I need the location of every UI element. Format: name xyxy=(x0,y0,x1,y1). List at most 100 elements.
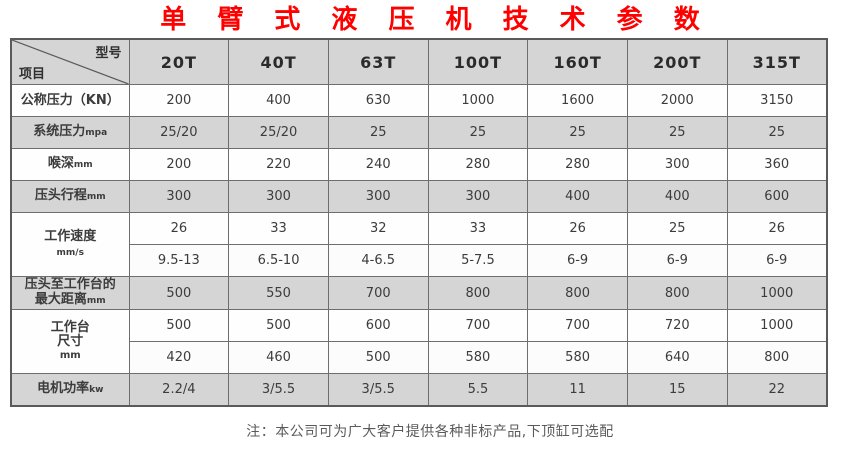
spec-table-container: 型号 项目 20T 40T 63T 100T 160T 200T 315T 公称… xyxy=(10,38,828,407)
row-label-table-size: 工作台 尺寸 mm xyxy=(10,309,130,374)
cell-value: 15 xyxy=(626,373,728,407)
cell-value: 25 xyxy=(527,116,628,149)
cell-value: 9.5-13 xyxy=(128,244,230,277)
cell-value: 200 xyxy=(128,148,230,181)
header-model-40t: 40T xyxy=(228,38,329,85)
table-row: 工作速度 mm/s 26 33 32 33 26 25 26 xyxy=(10,212,828,277)
cell-value: 5.5 xyxy=(427,373,529,407)
cell-value: 400 xyxy=(626,180,728,213)
cell-value: 700 xyxy=(327,276,429,310)
row-label-text: 压头行程 xyxy=(34,188,87,203)
header-model-20t: 20T xyxy=(128,38,230,85)
cell-value: 1000 xyxy=(726,276,828,310)
cell-value: 32 xyxy=(327,212,429,245)
cell-value: 3150 xyxy=(726,84,828,117)
row-label-unit: mm/s xyxy=(56,247,84,258)
cell-value: 3/5.5 xyxy=(228,373,329,407)
row-label-text: 公称压力（KN） xyxy=(20,93,120,108)
row-label-unit: mpa xyxy=(85,128,108,138)
cell-value: 280 xyxy=(527,148,628,181)
cell-value: 22 xyxy=(726,373,828,407)
cell-value: 3/5.5 xyxy=(327,373,429,407)
cell-value: 600 xyxy=(726,180,828,213)
row-label-text-line2: 尺寸 xyxy=(57,333,84,349)
cell-value: 26 xyxy=(128,212,230,245)
cell-value: 25 xyxy=(626,212,728,245)
header-model-63t: 63T xyxy=(327,38,429,85)
cell-value: 500 xyxy=(327,341,429,374)
cell-value: 33 xyxy=(427,212,529,245)
cell-value: 500 xyxy=(128,276,230,310)
table-row: 公称压力（KN） 200 400 630 1000 1600 2000 3150 xyxy=(10,84,828,117)
table-row: 电机功率kw 2.2/4 3/5.5 3/5.5 5.5 11 15 22 xyxy=(10,373,828,407)
table-row: 喉深mm 200 220 240 280 280 300 360 xyxy=(10,148,828,181)
diagonal-divider-icon xyxy=(12,40,128,84)
cell-value: 6-9 xyxy=(527,244,628,277)
cell-value: 400 xyxy=(527,180,628,213)
cell-value: 700 xyxy=(527,309,628,342)
row-label-text: 系统压力 xyxy=(33,124,86,139)
header-model-200t: 200T xyxy=(626,38,728,85)
table-row: 工作台 尺寸 mm 左右 500 500 600 700 700 720 100… xyxy=(10,309,828,374)
cell-value: 25 xyxy=(726,116,828,149)
cell-value: 25/20 xyxy=(228,116,329,149)
cell-value: 720 xyxy=(626,309,728,342)
cell-value: 1600 xyxy=(527,84,628,117)
cell-value: 800 xyxy=(527,276,628,310)
row-label-max-distance-ram-to-table: 压头至工作台的 最大距离mm xyxy=(10,276,130,310)
table-row: 系统压力mpa 25/20 25/20 25 25 25 25 25 xyxy=(10,116,828,149)
cell-value: 600 xyxy=(327,309,429,342)
cell-value: 25/20 xyxy=(128,116,230,149)
cell-value: 280 xyxy=(427,148,529,181)
row-label-system-pressure: 系统压力mpa xyxy=(10,116,130,149)
cell-value: 1000 xyxy=(427,84,529,117)
cell-value: 300 xyxy=(427,180,529,213)
table-row: 压头行程mm 300 300 300 300 400 400 600 xyxy=(10,180,828,213)
cell-value: 800 xyxy=(427,276,529,310)
row-label-motor-power: 电机功率kw xyxy=(10,373,130,407)
table-row: 9.5-13 6.5-10 4-6.5 5-7.5 6-9 6-9 6-9 xyxy=(11,244,828,277)
cell-value: 550 xyxy=(228,276,329,310)
row-label-text: 工作速度 xyxy=(44,228,97,244)
row-label-throat-depth: 喉深mm xyxy=(10,148,130,181)
cell-value: 6.5-10 xyxy=(228,244,329,277)
cell-value: 300 xyxy=(327,180,429,213)
cell-value: 26 xyxy=(527,212,628,245)
cell-value: 11 xyxy=(527,373,628,407)
table-row: 前后 420 460 500 580 580 640 800 xyxy=(11,341,828,374)
cell-value: 4-6.5 xyxy=(327,244,429,277)
cell-value: 33 xyxy=(228,212,329,245)
page-title: 单 臂 式 液 压 机 技 术 参 数 xyxy=(160,5,711,35)
cell-value: 220 xyxy=(228,148,329,181)
cell-value: 200 xyxy=(128,84,230,117)
row-label-text-line1: 压头至工作台的 xyxy=(24,277,116,293)
cell-value: 5-7.5 xyxy=(427,244,529,277)
header-model-label: 型号 xyxy=(95,46,122,61)
footer-note: 注：本公司可为广大客户提供各种非标产品,下顶缸可选配 xyxy=(246,424,614,440)
cell-value: 360 xyxy=(726,148,828,181)
header-model-315t: 315T xyxy=(726,38,828,85)
cell-value: 580 xyxy=(527,341,628,374)
row-label-working-speed: 工作速度 mm/s xyxy=(10,212,130,277)
row-label-rated-pressure: 公称压力（KN） xyxy=(10,84,130,117)
cell-value: 630 xyxy=(327,84,429,117)
row-label-unit: mm xyxy=(59,349,81,361)
row-label-unit: kw xyxy=(89,385,104,395)
cell-value: 300 xyxy=(228,180,329,213)
cell-value: 580 xyxy=(427,341,529,374)
cell-value: 26 xyxy=(726,212,828,245)
row-label-text: 电机功率 xyxy=(37,381,90,396)
cell-value: 500 xyxy=(228,309,329,342)
cell-value: 640 xyxy=(626,341,728,374)
cell-value: 1000 xyxy=(726,309,828,342)
cell-value: 460 xyxy=(228,341,329,374)
cell-value: 2.2/4 xyxy=(128,373,230,407)
row-label-unit: mm xyxy=(86,296,106,306)
row-label-text-line1: 工作台 xyxy=(50,319,90,335)
header-item-label: 项目 xyxy=(19,67,46,82)
cell-value: 240 xyxy=(327,148,429,181)
cell-value: 800 xyxy=(726,341,828,374)
cell-value: 25 xyxy=(626,116,728,149)
header-model-160t: 160T xyxy=(527,38,628,85)
